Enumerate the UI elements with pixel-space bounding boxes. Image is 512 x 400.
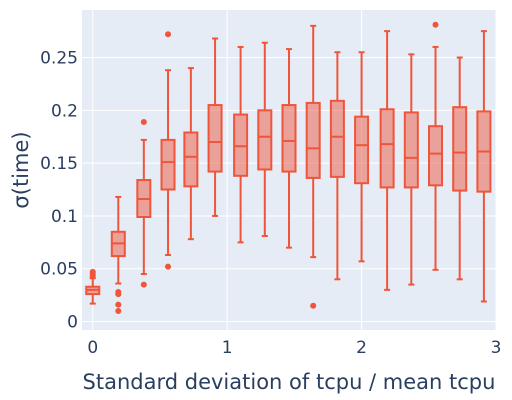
box <box>403 53 419 286</box>
outlier-point <box>115 291 122 298</box>
box-body <box>428 125 444 187</box>
box-body <box>160 138 176 191</box>
box <box>476 30 492 303</box>
x-tick-label: 1 <box>222 338 233 358</box>
box <box>428 21 444 271</box>
box <box>305 24 321 309</box>
outlier-point <box>140 281 147 288</box>
box-body <box>354 115 370 185</box>
box <box>233 45 249 244</box>
outlier-point <box>310 302 317 309</box>
x-tick-label: 3 <box>491 338 502 358</box>
box-body <box>207 104 223 173</box>
outlier-point <box>432 21 439 28</box>
outlier-point <box>89 268 96 275</box>
box <box>354 51 370 263</box>
y-tick-label: 0.2 <box>51 101 78 121</box>
y-tick-label: 0.1 <box>51 207 78 227</box>
box <box>183 67 199 241</box>
box <box>207 37 223 217</box>
box <box>379 30 395 291</box>
box-body <box>281 104 297 173</box>
outlier-point <box>165 31 172 38</box>
y-tick-label: 0.05 <box>40 260 78 280</box>
y-tick-labels: 0 0.05 0.1 0.15 0.2 0.25 <box>40 49 78 333</box>
box <box>281 48 297 249</box>
y-tick-label: 0.25 <box>40 49 78 69</box>
outlier-point <box>115 307 122 314</box>
box <box>452 56 468 281</box>
box <box>257 41 273 238</box>
box-body <box>305 101 321 179</box>
y-axis-title: σ(time) <box>9 131 33 208</box>
box <box>160 31 176 270</box>
y-tick-label: 0 <box>67 313 78 333</box>
x-tick-label: 2 <box>356 338 367 358</box>
outlier-point <box>115 301 122 308</box>
box-body <box>257 109 273 171</box>
box-body <box>403 111 419 189</box>
box-body <box>452 106 468 192</box>
box <box>85 268 101 305</box>
box-body <box>329 99 345 178</box>
box <box>136 118 152 288</box>
box-body <box>183 131 199 188</box>
box <box>329 51 345 281</box>
y-tick-label: 0.15 <box>40 154 78 174</box>
outlier-point <box>140 118 147 125</box>
outlier-point <box>165 263 172 270</box>
box <box>110 195 126 314</box>
x-tick-labels: 0 1 2 3 <box>87 338 501 358</box>
x-tick-label: 0 <box>87 338 98 358</box>
x-axis-title: Standard deviation of tcpu / mean tcpu <box>83 370 496 394</box>
box-body <box>379 108 395 189</box>
box-body <box>233 113 249 177</box>
box-series <box>85 21 492 314</box>
